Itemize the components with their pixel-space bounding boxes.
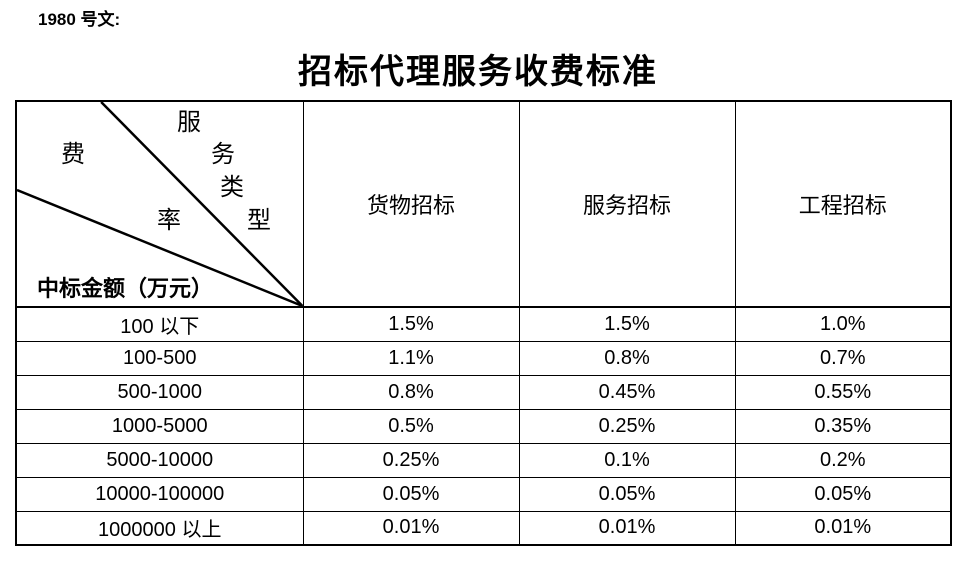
works-rate-cell: 1.0%: [734, 306, 952, 342]
table-row: 100-500 1.1% 0.8% 0.7%: [15, 340, 952, 376]
amount-range-cell: 1000000 以上: [15, 510, 304, 546]
works-rate-cell: 0.2%: [734, 442, 952, 478]
services-rate-cell: 0.1%: [518, 442, 736, 478]
corner-service-type-char-1: 服: [177, 110, 201, 136]
column-header-services-bidding: 服务招标: [518, 100, 736, 308]
amount-range-cell: 1000-5000: [15, 408, 304, 444]
goods-rate-cell: 1.1%: [302, 340, 520, 376]
services-rate-cell: 0.45%: [518, 374, 736, 410]
services-rate-cell: 0.05%: [518, 476, 736, 512]
page-title: 招标代理服务收费标准: [298, 54, 658, 91]
amount-range-cell: 5000-10000: [15, 442, 304, 478]
services-rate-cell: 0.01%: [518, 510, 736, 546]
corner-amount-axis-label: 中标金额（万元）: [37, 276, 214, 301]
goods-rate-cell: 0.8%: [302, 374, 520, 410]
amount-range-cell: 100 以下: [15, 306, 304, 342]
goods-rate-cell: 0.01%: [302, 510, 520, 546]
table-row: 500-1000 0.8% 0.45% 0.55%: [15, 374, 952, 410]
goods-rate-cell: 0.5%: [302, 408, 520, 444]
works-rate-cell: 0.01%: [734, 510, 952, 546]
works-rate-cell: 0.05%: [734, 476, 952, 512]
goods-rate-cell: 0.05%: [302, 476, 520, 512]
diagonal-divider: [17, 102, 302, 305]
corner-service-type-char-3: 类: [220, 175, 244, 201]
services-rate-cell: 1.5%: [518, 306, 736, 342]
fee-standard-table: 服 务 类 型 费 率 中标金额（万元） 货物招标 服务招标 工程招标 100 …: [15, 100, 952, 546]
table-header-row: 服 务 类 型 费 率 中标金额（万元） 货物招标 服务招标 工程招标: [15, 100, 952, 308]
amount-range-cell: 10000-100000: [15, 476, 304, 512]
table-row: 5000-10000 0.25% 0.1% 0.2%: [15, 442, 952, 478]
column-header-works-bidding: 工程招标: [734, 100, 952, 308]
corner-service-type-char-4: 型: [247, 208, 271, 234]
services-rate-cell: 0.25%: [518, 408, 736, 444]
table-row: 1000000 以上 0.01% 0.01% 0.01%: [15, 510, 952, 546]
goods-rate-cell: 1.5%: [302, 306, 520, 342]
goods-rate-cell: 0.25%: [302, 442, 520, 478]
column-header-goods-bidding: 货物招标: [302, 100, 520, 308]
corner-fee-rate-char-1: 费: [61, 142, 85, 168]
diagonal-line-lower: [17, 188, 302, 305]
corner-fee-rate-char-2: 率: [157, 208, 181, 234]
works-rate-cell: 0.7%: [734, 340, 952, 376]
table-row: 10000-100000 0.05% 0.05% 0.05%: [15, 476, 952, 512]
amount-range-cell: 500-1000: [15, 374, 304, 410]
table-row: 1000-5000 0.5% 0.25% 0.35%: [15, 408, 952, 444]
works-rate-cell: 0.35%: [734, 408, 952, 444]
diagonal-line-upper: [100, 102, 302, 305]
corner-service-type-char-2: 务: [211, 142, 235, 168]
doc-number-label: 1980 号文:: [38, 10, 121, 29]
table-row: 100 以下 1.5% 1.5% 1.0%: [15, 306, 952, 342]
amount-range-cell: 100-500: [15, 340, 304, 376]
works-rate-cell: 0.55%: [734, 374, 952, 410]
services-rate-cell: 0.8%: [518, 340, 736, 376]
table-corner-cell: 服 务 类 型 费 率 中标金额（万元）: [15, 100, 304, 308]
